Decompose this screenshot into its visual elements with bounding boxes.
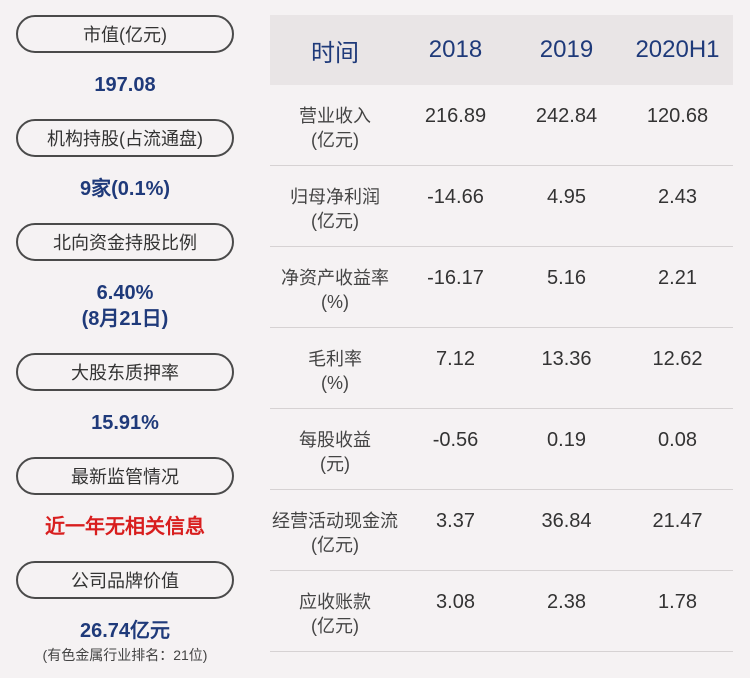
row-label-unit: (亿元) (311, 130, 359, 150)
financials-table: 时间 2018 2019 2020H1 营业收入 (亿元) 216.89 242… (270, 15, 733, 652)
row-label: 归母净利润 (亿元) (270, 166, 400, 233)
cell-value: 13.36 (541, 348, 592, 370)
cell-value: 120.68 (646, 105, 709, 127)
cell-value: 21.47 (652, 510, 703, 532)
market-cap-value: 197.08 (94, 74, 156, 96)
cell-value: 242.84 (535, 105, 598, 127)
northbound-holdings-label: 北向资金持股比例 (16, 223, 234, 261)
row-label: 净资产收益率 (%) (270, 247, 400, 314)
table-row: 营业收入 (亿元) 216.89 242.84 120.68 (270, 85, 733, 166)
cell-value: 7.12 (436, 348, 475, 370)
metrics-panel: 市值(亿元) 197.08 机构持股(占流通盘) 9家(0.1%) 北向资金持股… (0, 0, 250, 678)
cell-value: 2.21 (658, 267, 697, 289)
table-row: 应收账款 (亿元) 3.08 2.38 1.78 (270, 571, 733, 652)
row-label-unit: (元) (320, 454, 350, 474)
cell-value: 0.19 (547, 429, 586, 451)
cell-value: -14.66 (427, 186, 484, 208)
header-2019: 2019 (539, 36, 594, 63)
cell-value: 36.84 (541, 510, 592, 532)
pledge-ratio-value: 15.91% (91, 412, 159, 434)
row-label: 营业收入 (亿元) (270, 85, 400, 152)
row-label: 每股收益 (元) (270, 409, 400, 476)
northbound-holdings-date: (8月21日) (81, 308, 169, 330)
regulatory-status-label: 最新监管情况 (16, 457, 234, 495)
row-label-unit: (亿元) (311, 616, 359, 636)
market-cap-label: 市值(亿元) (16, 15, 234, 53)
cell-value: 2.43 (658, 186, 697, 208)
row-label-unit: (亿元) (311, 211, 359, 231)
table-row: 归母净利润 (亿元) -14.66 4.95 2.43 (270, 166, 733, 247)
row-label-name: 经营活动现金流 (272, 511, 398, 531)
row-label-unit: (%) (321, 373, 349, 393)
row-label-unit: (亿元) (311, 535, 359, 555)
row-label-name: 净资产收益率 (281, 268, 389, 288)
cell-value: 0.08 (658, 429, 697, 451)
table-row: 净资产收益率 (%) -16.17 5.16 2.21 (270, 247, 733, 328)
cell-value: 3.08 (436, 591, 475, 613)
row-label: 毛利率 (%) (270, 328, 400, 395)
cell-value: 3.37 (436, 510, 475, 532)
row-label-name: 营业收入 (299, 106, 371, 126)
institutional-holdings-value: 9家(0.1%) (79, 178, 171, 200)
cell-value: 2.38 (547, 591, 586, 613)
cell-value: 216.89 (424, 105, 487, 127)
brand-value-rank-note: (有色金属行业排名：21位) (42, 647, 208, 663)
table-row: 毛利率 (%) 7.12 13.36 12.62 (270, 328, 733, 409)
header-2018: 2018 (428, 36, 483, 63)
table-row: 经营活动现金流 (亿元) 3.37 36.84 21.47 (270, 490, 733, 571)
cell-value: 4.95 (547, 186, 586, 208)
northbound-holdings-value: 6.40% (96, 282, 154, 304)
row-label-name: 每股收益 (299, 430, 371, 450)
brand-value-label: 公司品牌价值 (16, 561, 234, 599)
cell-value: 12.62 (652, 348, 703, 370)
regulatory-status-value: 近一年无相关信息 (45, 516, 205, 538)
institutional-holdings-label: 机构持股(占流通盘) (16, 119, 234, 157)
row-label: 应收账款 (亿元) (270, 571, 400, 638)
row-label-unit: (%) (321, 292, 349, 312)
cell-value: -16.17 (427, 267, 484, 289)
row-label-name: 归母净利润 (290, 187, 380, 207)
table-header: 时间 2018 2019 2020H1 (270, 15, 733, 85)
row-label: 经营活动现金流 (亿元) (270, 490, 400, 557)
pledge-ratio-label: 大股东质押率 (16, 353, 234, 391)
table-row: 每股收益 (元) -0.56 0.19 0.08 (270, 409, 733, 490)
row-label-name: 毛利率 (308, 349, 362, 369)
cell-value: 5.16 (547, 267, 586, 289)
header-2020h1: 2020H1 (635, 36, 720, 63)
header-period: 时间 (311, 39, 359, 67)
brand-value-value: 26.74亿元 (79, 620, 171, 642)
row-label-name: 应收账款 (299, 592, 371, 612)
cell-value: 1.78 (658, 591, 697, 613)
cell-value: -0.56 (432, 429, 479, 451)
